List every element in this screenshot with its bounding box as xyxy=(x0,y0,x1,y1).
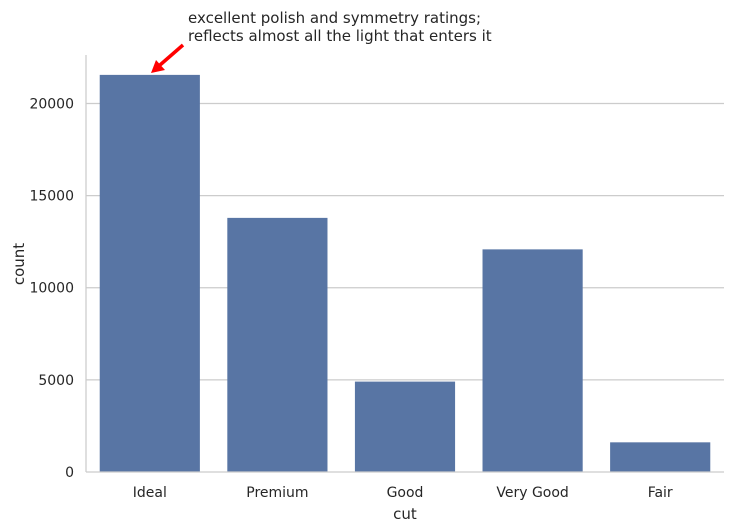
x-axis-label: cut xyxy=(393,505,417,523)
x-tick-label: Fair xyxy=(648,485,673,501)
bar-very-good xyxy=(482,249,583,472)
y-tick-labels: 0 5000 10000 15000 20000 xyxy=(29,96,74,481)
annotation-arrow xyxy=(158,43,185,67)
annotation-line-2: reflects almost all the light that enter… xyxy=(188,27,492,45)
annotation: excellent polish and symmetry ratings; r… xyxy=(151,9,492,73)
bar-fair xyxy=(610,442,711,472)
annotation-line-1: excellent polish and symmetry ratings; xyxy=(188,9,481,27)
bar-premium xyxy=(227,217,328,472)
axes xyxy=(85,55,724,473)
bar-ideal xyxy=(99,74,200,472)
y-tick-label: 15000 xyxy=(29,189,74,205)
bars xyxy=(99,74,711,472)
annotation-arrowhead xyxy=(151,60,165,73)
x-tick-label: Ideal xyxy=(133,485,167,501)
x-tick-label: Good xyxy=(387,485,424,501)
x-tick-labels: Ideal Premium Good Very Good Fair xyxy=(133,485,673,501)
bar-good xyxy=(354,381,456,472)
x-tick-label: Premium xyxy=(246,485,308,501)
y-tick-label: 20000 xyxy=(29,96,74,112)
y-axis-label: count xyxy=(10,243,28,285)
y-tick-label: 10000 xyxy=(29,281,74,297)
y-tick-label: 0 xyxy=(65,465,74,481)
x-tick-label: Very Good xyxy=(496,485,568,501)
y-tick-label: 5000 xyxy=(38,373,74,389)
